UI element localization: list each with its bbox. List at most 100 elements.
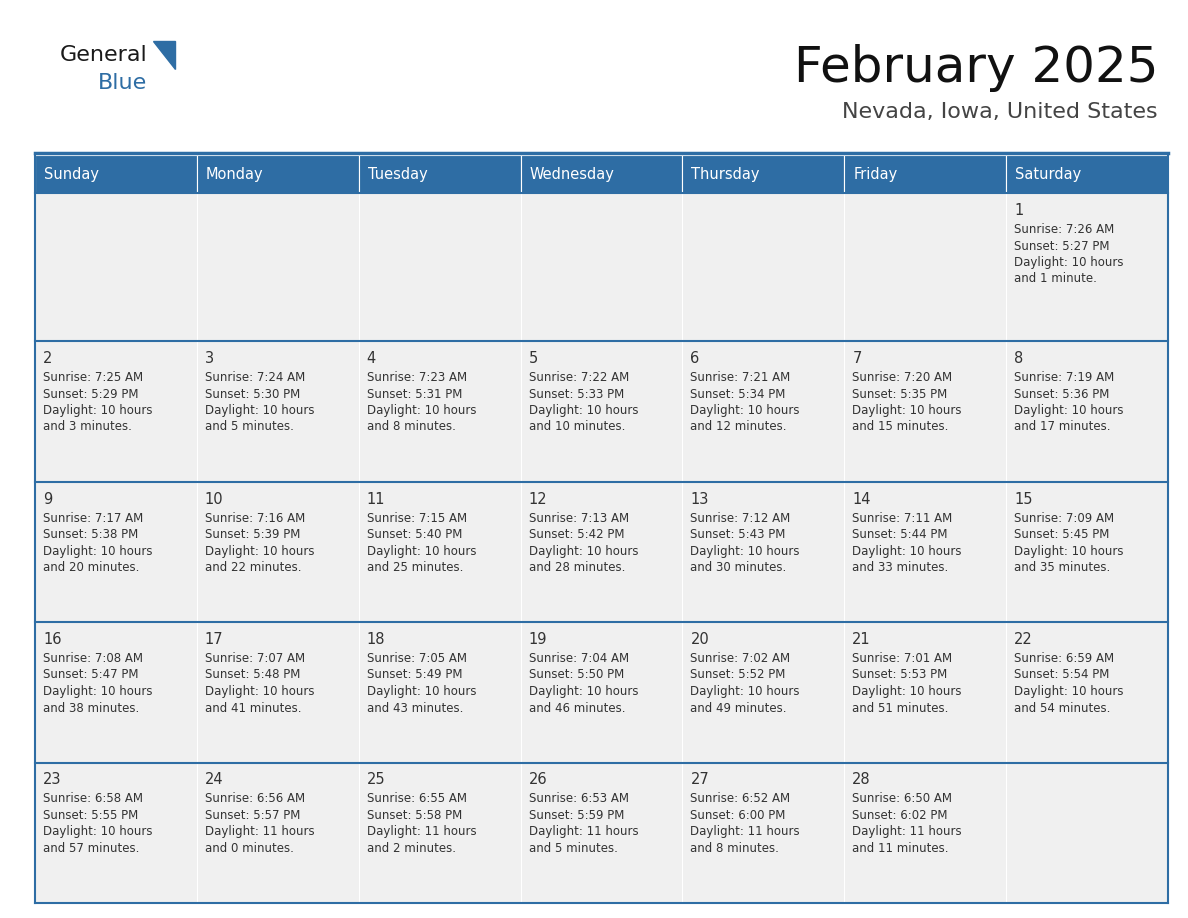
- Text: and 57 minutes.: and 57 minutes.: [43, 842, 139, 855]
- Bar: [845, 341, 1006, 482]
- Text: and 33 minutes.: and 33 minutes.: [852, 561, 948, 574]
- Bar: [1006, 193, 1168, 341]
- Bar: [1006, 482, 1168, 622]
- Bar: [197, 193, 359, 341]
- Text: and 41 minutes.: and 41 minutes.: [204, 701, 302, 714]
- Text: Sunrise: 6:59 AM: Sunrise: 6:59 AM: [1015, 652, 1114, 665]
- Text: 13: 13: [690, 491, 709, 507]
- Text: Sunrise: 7:17 AM: Sunrise: 7:17 AM: [43, 511, 144, 524]
- Text: Sunset: 5:29 PM: Sunset: 5:29 PM: [43, 387, 139, 400]
- Bar: [682, 155, 845, 193]
- Text: Sunset: 5:54 PM: Sunset: 5:54 PM: [1015, 668, 1110, 681]
- Text: Monday: Monday: [206, 166, 264, 182]
- Text: Sunset: 5:34 PM: Sunset: 5:34 PM: [690, 387, 785, 400]
- Text: Daylight: 10 hours: Daylight: 10 hours: [367, 404, 476, 417]
- Text: 2: 2: [43, 351, 52, 366]
- Text: and 15 minutes.: and 15 minutes.: [852, 420, 949, 433]
- Bar: [845, 622, 1006, 763]
- Text: 22: 22: [1015, 632, 1032, 647]
- Text: Sunset: 5:30 PM: Sunset: 5:30 PM: [204, 387, 301, 400]
- Text: 6: 6: [690, 351, 700, 366]
- Text: Sunset: 5:57 PM: Sunset: 5:57 PM: [204, 809, 301, 822]
- Text: 24: 24: [204, 773, 223, 788]
- Text: and 28 minutes.: and 28 minutes.: [529, 561, 625, 574]
- Bar: [359, 341, 520, 482]
- Text: 5: 5: [529, 351, 538, 366]
- Text: and 20 minutes.: and 20 minutes.: [43, 561, 139, 574]
- Text: and 38 minutes.: and 38 minutes.: [43, 701, 139, 714]
- Text: Sunset: 5:40 PM: Sunset: 5:40 PM: [367, 528, 462, 541]
- Text: and 3 minutes.: and 3 minutes.: [43, 420, 132, 433]
- Bar: [1006, 341, 1168, 482]
- Text: 25: 25: [367, 773, 385, 788]
- Bar: [34, 193, 197, 341]
- Text: 16: 16: [43, 632, 62, 647]
- Text: Sunset: 5:55 PM: Sunset: 5:55 PM: [43, 809, 138, 822]
- Text: Daylight: 10 hours: Daylight: 10 hours: [204, 685, 315, 698]
- Text: Sunrise: 7:07 AM: Sunrise: 7:07 AM: [204, 652, 305, 665]
- Text: and 12 minutes.: and 12 minutes.: [690, 420, 786, 433]
- Text: Sunrise: 7:02 AM: Sunrise: 7:02 AM: [690, 652, 790, 665]
- Text: and 22 minutes.: and 22 minutes.: [204, 561, 302, 574]
- Text: Sunrise: 7:12 AM: Sunrise: 7:12 AM: [690, 511, 791, 524]
- Text: Daylight: 10 hours: Daylight: 10 hours: [852, 404, 962, 417]
- Bar: [197, 155, 359, 193]
- Bar: [359, 622, 520, 763]
- Text: and 5 minutes.: and 5 minutes.: [529, 842, 618, 855]
- Text: Sunrise: 7:23 AM: Sunrise: 7:23 AM: [367, 371, 467, 384]
- Text: Sunset: 5:45 PM: Sunset: 5:45 PM: [1015, 528, 1110, 541]
- Text: Sunset: 5:59 PM: Sunset: 5:59 PM: [529, 809, 624, 822]
- Text: Sunset: 5:38 PM: Sunset: 5:38 PM: [43, 528, 138, 541]
- Bar: [520, 193, 682, 341]
- Text: Daylight: 10 hours: Daylight: 10 hours: [43, 404, 152, 417]
- Text: Daylight: 11 hours: Daylight: 11 hours: [367, 825, 476, 838]
- Text: Daylight: 10 hours: Daylight: 10 hours: [1015, 544, 1124, 557]
- Text: and 46 minutes.: and 46 minutes.: [529, 701, 625, 714]
- Text: 17: 17: [204, 632, 223, 647]
- Text: Sunrise: 7:13 AM: Sunrise: 7:13 AM: [529, 511, 628, 524]
- Text: Daylight: 10 hours: Daylight: 10 hours: [1015, 256, 1124, 269]
- Bar: [359, 482, 520, 622]
- Bar: [1006, 155, 1168, 193]
- Bar: [682, 341, 845, 482]
- Text: Daylight: 10 hours: Daylight: 10 hours: [367, 544, 476, 557]
- Text: Sunrise: 7:24 AM: Sunrise: 7:24 AM: [204, 371, 305, 384]
- Text: Daylight: 10 hours: Daylight: 10 hours: [43, 825, 152, 838]
- Text: Saturday: Saturday: [1015, 166, 1081, 182]
- Text: Friday: Friday: [853, 166, 898, 182]
- Text: Sunrise: 7:20 AM: Sunrise: 7:20 AM: [852, 371, 953, 384]
- Text: Sunset: 5:58 PM: Sunset: 5:58 PM: [367, 809, 462, 822]
- Text: Sunrise: 7:19 AM: Sunrise: 7:19 AM: [1015, 371, 1114, 384]
- Text: and 5 minutes.: and 5 minutes.: [204, 420, 293, 433]
- Text: Sunset: 5:27 PM: Sunset: 5:27 PM: [1015, 240, 1110, 252]
- Text: 9: 9: [43, 491, 52, 507]
- Text: Sunrise: 7:04 AM: Sunrise: 7:04 AM: [529, 652, 628, 665]
- Bar: [359, 763, 520, 903]
- Text: 12: 12: [529, 491, 548, 507]
- Text: Sunset: 5:50 PM: Sunset: 5:50 PM: [529, 668, 624, 681]
- Text: Sunrise: 6:50 AM: Sunrise: 6:50 AM: [852, 792, 953, 805]
- Text: 14: 14: [852, 491, 871, 507]
- Bar: [520, 155, 682, 193]
- Text: and 35 minutes.: and 35 minutes.: [1015, 561, 1111, 574]
- Text: Daylight: 10 hours: Daylight: 10 hours: [43, 685, 152, 698]
- Bar: [682, 482, 845, 622]
- Text: Sunset: 5:31 PM: Sunset: 5:31 PM: [367, 387, 462, 400]
- Bar: [682, 193, 845, 341]
- Text: Sunset: 5:33 PM: Sunset: 5:33 PM: [529, 387, 624, 400]
- Bar: [845, 193, 1006, 341]
- Text: Daylight: 10 hours: Daylight: 10 hours: [529, 685, 638, 698]
- Text: Sunset: 5:44 PM: Sunset: 5:44 PM: [852, 528, 948, 541]
- Bar: [1006, 763, 1168, 903]
- Bar: [197, 482, 359, 622]
- Text: 3: 3: [204, 351, 214, 366]
- Text: Sunrise: 6:58 AM: Sunrise: 6:58 AM: [43, 792, 143, 805]
- Text: February 2025: February 2025: [794, 44, 1158, 92]
- Text: and 30 minutes.: and 30 minutes.: [690, 561, 786, 574]
- Bar: [34, 763, 197, 903]
- Bar: [34, 482, 197, 622]
- Text: 19: 19: [529, 632, 546, 647]
- Text: Daylight: 10 hours: Daylight: 10 hours: [529, 544, 638, 557]
- Text: Daylight: 10 hours: Daylight: 10 hours: [690, 404, 800, 417]
- Text: and 1 minute.: and 1 minute.: [1015, 273, 1097, 285]
